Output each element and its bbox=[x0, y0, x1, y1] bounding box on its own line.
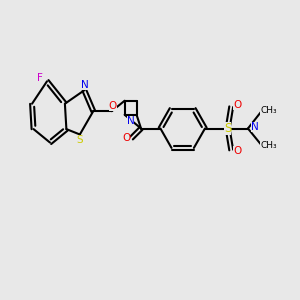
Text: O: O bbox=[233, 100, 241, 110]
Text: S: S bbox=[224, 122, 231, 135]
Text: F: F bbox=[38, 73, 43, 83]
Text: N: N bbox=[250, 122, 258, 132]
Text: O: O bbox=[233, 146, 241, 157]
Text: O: O bbox=[122, 133, 130, 143]
Text: O: O bbox=[109, 101, 117, 111]
Text: S: S bbox=[76, 135, 83, 146]
Text: N: N bbox=[81, 80, 89, 90]
Text: CH₃: CH₃ bbox=[260, 106, 277, 116]
Text: N: N bbox=[127, 116, 134, 126]
Text: CH₃: CH₃ bbox=[260, 141, 277, 150]
